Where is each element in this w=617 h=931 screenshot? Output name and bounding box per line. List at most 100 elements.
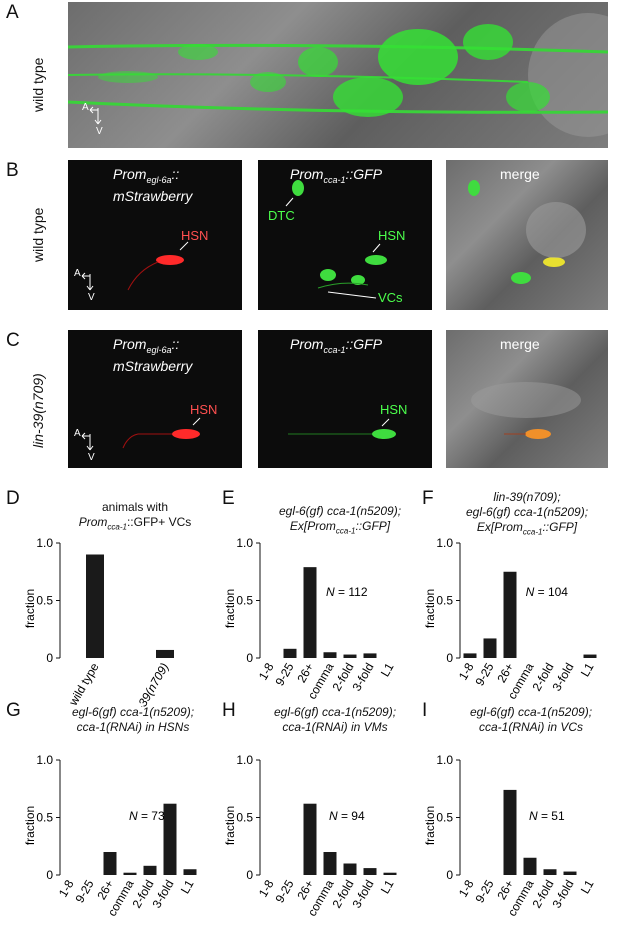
x-tick-label: L1 <box>378 877 397 896</box>
x-tick-label: lin-39(n709) <box>127 661 171 708</box>
y-tick-label: 0 <box>46 651 53 665</box>
panel-letter-g: G <box>6 700 21 721</box>
y-axis-label: fraction <box>23 806 37 845</box>
panel-c-image-mstrawberry: Promegl-6a:: mStrawberry HSN A V <box>68 330 242 468</box>
y-axis-label: fraction <box>23 589 37 628</box>
y-tick-label: 1.0 <box>236 536 253 550</box>
bar-26+ <box>103 852 117 875</box>
bar-3-fold <box>363 868 377 875</box>
panel-b-axis-a-label: A <box>74 268 81 279</box>
panel-letter-d: D <box>6 488 20 509</box>
bar-26+ <box>503 789 517 875</box>
panel-c-axis-arrows-icon <box>81 432 94 451</box>
y-tick-label: 0.5 <box>36 594 53 608</box>
panel-a-side-label: wild type <box>30 57 46 112</box>
bar-2-fold <box>143 865 157 875</box>
bar-lin-39(n709) <box>156 649 174 658</box>
x-tick-label: L1 <box>578 660 597 679</box>
bar-3-fold <box>563 871 577 875</box>
x-tick-label: 3-fold <box>349 878 376 911</box>
chart-e: 00.51.0fraction1-89-2526+comma2-fold3-fo… <box>223 536 397 702</box>
n-label: N = 51 <box>529 809 565 823</box>
panel-b-image-mstrawberry: Promegl-6a:: mStrawberry HSN A V <box>68 160 242 310</box>
panel-letter-h: H <box>222 700 236 721</box>
y-axis-label: fraction <box>423 806 437 845</box>
panel-b-side-label: wild type <box>30 207 46 262</box>
chart-g: 00.51.0fraction1-89-2526+comma2-fold3-fo… <box>23 753 197 919</box>
y-tick-label: 0 <box>446 868 453 882</box>
panel-b-image-merge: merge <box>446 160 608 310</box>
bar-comma <box>523 857 537 875</box>
y-tick-label: 1.0 <box>236 753 253 767</box>
panel-c-side-label: lin-39(n709) <box>30 373 46 448</box>
chart-h: 00.51.0fraction1-89-2526+comma2-fold3-fo… <box>223 753 397 919</box>
panel-c-img1-hsn-label: HSN <box>190 402 218 417</box>
panel-c-axis-v-label: V <box>88 452 95 463</box>
chart-f-title: lin-39(n709); egl-6(gf) cca-1(n5209); Ex… <box>465 490 589 537</box>
x-tick-label: 3-fold <box>549 661 576 694</box>
y-axis-label: fraction <box>223 806 237 845</box>
panel-b-axis-arrows-icon <box>81 272 94 291</box>
y-tick-label: 1.0 <box>436 536 453 550</box>
panel-b-img2-hsn-label: HSN <box>378 228 406 243</box>
panel-b-img1-hsn-label: HSN <box>181 228 209 243</box>
x-tick-label: 3-fold <box>349 661 376 694</box>
y-axis-label: fraction <box>423 589 437 628</box>
chart-d: 0 0.5 1.0 fraction wild type lin-39(n709) <box>23 536 174 708</box>
y-tick-label: 0.5 <box>236 594 253 608</box>
x-tick-label: 9-25 <box>272 660 296 688</box>
y-axis-label: fraction <box>223 589 237 628</box>
panel-b-img2-dtc-label: DTC <box>268 208 295 223</box>
x-tick-label: 9-25 <box>272 877 296 905</box>
panel-letter-c: C <box>6 330 20 351</box>
y-tick-label: 1.0 <box>36 536 53 550</box>
x-tick-label: L1 <box>378 660 397 679</box>
x-tick-label: 9-25 <box>72 877 96 905</box>
panel-c-image-merge: merge <box>446 330 608 468</box>
panel-a-fluorescence <box>68 13 608 137</box>
bar-26+ <box>503 571 517 658</box>
x-tick-label: L1 <box>178 877 197 896</box>
bar-comma <box>323 652 337 658</box>
bar-wild type <box>86 554 104 658</box>
bar-3-fold <box>163 803 177 875</box>
panel-b-img1-title: Promegl-6a:: mStrawberry <box>113 166 193 204</box>
chart-g-title: egl-6(gf) cca-1(n5209); cca-1(RNAi) in H… <box>71 705 195 734</box>
chart-i: 00.51.0fraction1-89-2526+comma2-fold3-fo… <box>423 753 597 919</box>
x-tick-label: 3-fold <box>149 878 176 911</box>
bar-comma <box>123 872 137 875</box>
panel-c-image-gfp: Promcca-1::GFP HSN <box>258 330 432 468</box>
bar-1-8 <box>463 653 477 658</box>
bar-L1 <box>383 872 397 875</box>
panel-letter-b: B <box>6 160 19 181</box>
bar-2-fold <box>343 863 357 875</box>
x-tick-label: wild type <box>66 660 102 707</box>
bar-comma <box>323 852 337 875</box>
panel-c-axis-a-label: A <box>74 428 81 439</box>
panel-b-img2-title: Promcca-1::GFP <box>290 166 383 185</box>
panel-b-img3-title: merge <box>500 166 540 182</box>
x-tick-label: 9-25 <box>472 660 496 688</box>
panel-letter-i: I <box>422 700 428 721</box>
bar-L1 <box>583 654 597 658</box>
y-tick-label: 0 <box>446 651 453 665</box>
x-tick-label: L1 <box>578 877 597 896</box>
bar-2-fold <box>543 869 557 875</box>
y-tick-label: 1.0 <box>36 753 53 767</box>
y-tick-label: 0.5 <box>436 811 453 825</box>
bar-26+ <box>303 803 317 875</box>
panel-letter-a: A <box>6 2 19 23</box>
panel-c-img1-title: Promegl-6a:: mStrawberry <box>113 336 193 374</box>
panel-a-axis-a-label: A <box>82 102 89 113</box>
panel-c-img2-hsn-label: HSN <box>380 402 408 417</box>
chart-i-title: egl-6(gf) cca-1(n5209); cca-1(RNAi) in V… <box>469 705 593 734</box>
y-tick-label: 0 <box>46 868 53 882</box>
panel-b-axis-v-label: V <box>88 292 95 303</box>
y-tick-label: 0 <box>246 868 253 882</box>
n-label: N = 73 <box>129 809 165 823</box>
chart-h-title: egl-6(gf) cca-1(n5209); cca-1(RNAi) in V… <box>273 705 397 734</box>
y-tick-label: 0.5 <box>236 811 253 825</box>
bar-L1 <box>183 869 197 875</box>
panel-a-axis-arrows-icon <box>89 106 102 125</box>
chart-f: 00.51.0fraction1-89-2526+comma2-fold3-fo… <box>423 536 597 702</box>
